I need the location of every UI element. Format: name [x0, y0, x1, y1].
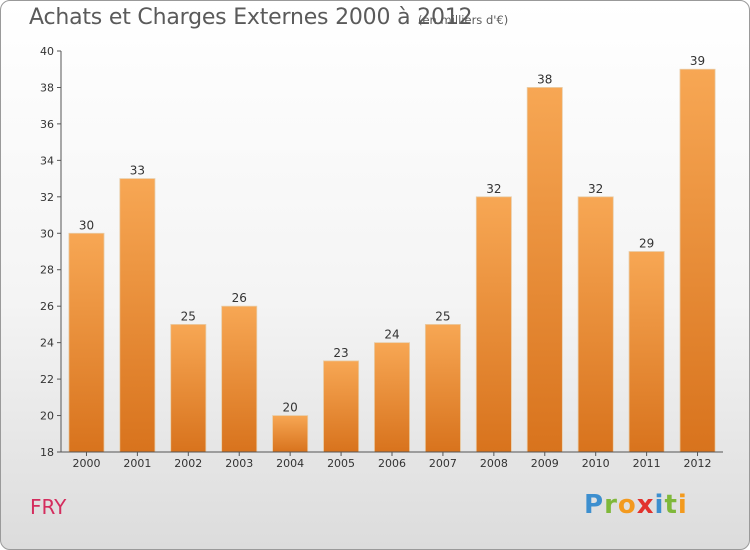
y-tick-label: 26: [40, 300, 54, 313]
x-tick-label: 2005: [327, 457, 355, 470]
value-label-2004: 20: [283, 401, 298, 415]
bar-2010: [577, 196, 614, 453]
x-axis: 2000 2001 2002 2003 2004 2005 2006 2007 2008 2009…: [61, 451, 723, 470]
value-label-2001: 33: [130, 164, 145, 178]
bar-2004: [272, 415, 309, 453]
value-label-2010: 32: [588, 182, 603, 196]
bar-2001: [119, 178, 156, 453]
y-tick-label: 34: [40, 154, 54, 167]
bar-2003: [221, 305, 258, 453]
y-tick-label: 20: [40, 410, 54, 423]
x-tick-label: 2010: [582, 457, 610, 470]
value-label-2000: 30: [79, 218, 94, 232]
x-tick-label: 2004: [276, 457, 304, 470]
proxiti-logo: Proxiti: [584, 490, 688, 520]
value-label-2009: 38: [537, 72, 552, 86]
y-tick-label: 36: [40, 118, 54, 131]
value-label-2006: 24: [384, 328, 399, 342]
value-label-2003: 26: [232, 291, 247, 305]
value-label-2007: 25: [435, 309, 450, 323]
chart-unit: (en milliers d'€): [418, 13, 509, 27]
bar-2012: [679, 68, 716, 453]
x-tick-label: 2002: [174, 457, 202, 470]
bar-2005: [323, 360, 360, 453]
x-tick-label: 2006: [378, 457, 406, 470]
x-tick-label: 2001: [123, 457, 151, 470]
bar-2000: [68, 232, 105, 453]
value-label-2012: 39: [690, 54, 705, 68]
value-label-2011: 29: [639, 237, 654, 251]
x-tick-label: 2000: [72, 457, 100, 470]
y-tick-label: 30: [40, 227, 54, 240]
bar-2009: [526, 87, 563, 453]
value-label-2008: 32: [486, 182, 501, 196]
value-label-2005: 23: [333, 346, 348, 360]
y-tick-label: 38: [40, 81, 54, 94]
city-name: FRY: [30, 495, 67, 519]
bar-2002: [170, 324, 207, 453]
bar-2007: [424, 324, 461, 453]
bar-2006: [374, 342, 410, 453]
bar-2008: [475, 196, 512, 453]
bar-2011: [628, 251, 665, 453]
x-tick-label: 2009: [531, 457, 559, 470]
x-tick-label: 2003: [225, 457, 253, 470]
value-label-2002: 25: [181, 309, 196, 323]
y-tick-label: 40: [40, 45, 54, 58]
x-tick-label: 2011: [633, 457, 661, 470]
x-tick-label: 2012: [684, 457, 712, 470]
y-tick-label: 18: [40, 446, 54, 459]
x-tick-label: 2008: [480, 457, 508, 470]
y-tick-label: 24: [40, 337, 54, 350]
y-axis: 18 20 22 24 26 28 30 32 34 36 38 40: [40, 45, 62, 459]
chart-title: Achats et Charges Externes 2000 à 2012: [29, 5, 473, 30]
x-tick-label: 2007: [429, 457, 457, 470]
y-tick-label: 32: [40, 191, 54, 204]
y-tick-label: 28: [40, 264, 54, 277]
y-tick-label: 22: [40, 373, 54, 386]
bars: 30 33 25 26 20 23 24 25 32 38 32 29 39: [68, 54, 716, 453]
